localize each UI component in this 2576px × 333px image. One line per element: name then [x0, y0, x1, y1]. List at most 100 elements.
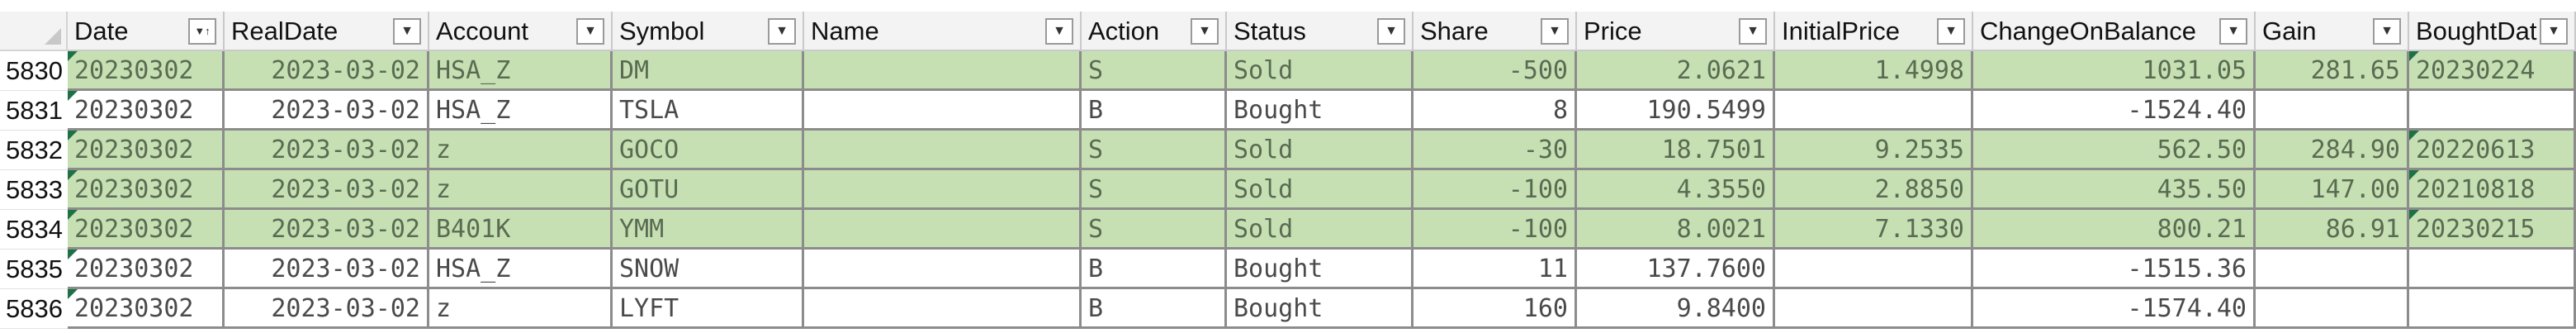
cell-action[interactable]: B: [1082, 289, 1227, 329]
select-all-corner[interactable]: [0, 12, 68, 51]
cell-price[interactable]: 9.8400: [1577, 289, 1775, 329]
filter-dropdown-icon[interactable]: ▼: [1191, 18, 1219, 45]
filter-dropdown-icon[interactable]: ▼: [1377, 18, 1405, 45]
cell-date[interactable]: 20230302: [68, 250, 225, 289]
cell-action[interactable]: S: [1082, 210, 1227, 250]
filter-dropdown-icon[interactable]: ▼: [768, 18, 796, 45]
cell-changeonbalance[interactable]: 435.50: [1973, 170, 2256, 210]
cell-date[interactable]: 20230302: [68, 210, 225, 250]
column-header-boughtdat[interactable]: BoughtDat ▼: [2409, 12, 2576, 51]
cell-initialprice[interactable]: 1.4998: [1775, 51, 1973, 91]
filter-dropdown-icon[interactable]: ▼: [393, 18, 421, 45]
cell-status[interactable]: Bought: [1227, 250, 1413, 289]
cell-initialprice[interactable]: [1775, 91, 1973, 131]
cell-symbol[interactable]: GOTU: [613, 170, 804, 210]
cell-date[interactable]: 20230302: [68, 91, 225, 131]
cell-boughtdat[interactable]: 20210818: [2409, 170, 2576, 210]
cell-name[interactable]: [804, 289, 1082, 329]
row-number[interactable]: 5831: [0, 91, 68, 131]
cell-gain[interactable]: [2256, 91, 2409, 131]
filter-dropdown-icon[interactable]: ▼: [1045, 18, 1073, 45]
cell-account[interactable]: z: [429, 289, 613, 329]
cell-status[interactable]: Bought: [1227, 91, 1413, 131]
cell-price[interactable]: 18.7501: [1577, 131, 1775, 170]
cell-account[interactable]: HSA_Z: [429, 250, 613, 289]
cell-changeonbalance[interactable]: 800.21: [1973, 210, 2256, 250]
cell-changeonbalance[interactable]: 562.50: [1973, 131, 2256, 170]
cell-realdate[interactable]: 2023-03-02: [225, 91, 429, 131]
cell-price[interactable]: 8.0021: [1577, 210, 1775, 250]
row-number[interactable]: 5833: [0, 170, 68, 210]
row-number[interactable]: 5834: [0, 210, 68, 250]
cell-changeonbalance[interactable]: -1574.40: [1973, 289, 2256, 329]
cell-changeonbalance[interactable]: -1524.40: [1973, 91, 2256, 131]
cell-initialprice[interactable]: 7.1330: [1775, 210, 1973, 250]
row-number[interactable]: 5836: [0, 289, 68, 329]
cell-status[interactable]: Sold: [1227, 170, 1413, 210]
cell-account[interactable]: HSA_Z: [429, 91, 613, 131]
cell-name[interactable]: [804, 91, 1082, 131]
filter-dropdown-icon[interactable]: ▼: [2219, 18, 2247, 45]
cell-date[interactable]: 20230302: [68, 51, 225, 91]
cell-share[interactable]: -100: [1413, 170, 1577, 210]
cell-symbol[interactable]: GOCO: [613, 131, 804, 170]
cell-share[interactable]: -500: [1413, 51, 1577, 91]
cell-changeonbalance[interactable]: 1031.05: [1973, 51, 2256, 91]
column-header-share[interactable]: Share ▼: [1413, 12, 1577, 51]
cell-name[interactable]: [804, 131, 1082, 170]
column-header-account[interactable]: Account ▼: [429, 12, 613, 51]
filter-dropdown-icon[interactable]: ▼: [576, 18, 604, 45]
filter-dropdown-icon[interactable]: ▼: [2373, 18, 2401, 45]
cell-price[interactable]: 2.0621: [1577, 51, 1775, 91]
cell-action[interactable]: S: [1082, 51, 1227, 91]
cell-boughtdat[interactable]: [2409, 250, 2576, 289]
column-header-realdate[interactable]: RealDate ▼: [225, 12, 429, 51]
sort-asc-filter-icon[interactable]: ▼↑: [188, 18, 216, 45]
column-header-date[interactable]: Date ▼↑: [68, 12, 225, 51]
cell-symbol[interactable]: DM: [613, 51, 804, 91]
cell-initialprice[interactable]: 9.2535: [1775, 131, 1973, 170]
cell-symbol[interactable]: SNOW: [613, 250, 804, 289]
cell-account[interactable]: z: [429, 170, 613, 210]
cell-initialprice[interactable]: 2.8850: [1775, 170, 1973, 210]
cell-boughtdat[interactable]: 20230224: [2409, 51, 2576, 91]
column-header-gain[interactable]: Gain ▼: [2256, 12, 2409, 51]
cell-gain[interactable]: [2256, 250, 2409, 289]
cell-price[interactable]: 4.3550: [1577, 170, 1775, 210]
column-header-symbol[interactable]: Symbol ▼: [613, 12, 804, 51]
cell-symbol[interactable]: TSLA: [613, 91, 804, 131]
cell-date[interactable]: 20230302: [68, 170, 225, 210]
cell-account[interactable]: HSA_Z: [429, 51, 613, 91]
cell-status[interactable]: Sold: [1227, 210, 1413, 250]
filter-dropdown-icon[interactable]: ▼: [2540, 18, 2568, 45]
column-header-status[interactable]: Status ▼: [1227, 12, 1413, 51]
cell-date[interactable]: 20230302: [68, 131, 225, 170]
filter-dropdown-icon[interactable]: ▼: [1739, 18, 1767, 45]
cell-gain[interactable]: 147.00: [2256, 170, 2409, 210]
cell-name[interactable]: [804, 51, 1082, 91]
cell-realdate[interactable]: 2023-03-02: [225, 210, 429, 250]
cell-symbol[interactable]: LYFT: [613, 289, 804, 329]
cell-share[interactable]: -100: [1413, 210, 1577, 250]
cell-share[interactable]: 160: [1413, 289, 1577, 329]
cell-boughtdat[interactable]: 20230215: [2409, 210, 2576, 250]
cell-realdate[interactable]: 2023-03-02: [225, 131, 429, 170]
cell-gain[interactable]: 281.65: [2256, 51, 2409, 91]
cell-date[interactable]: 20230302: [68, 289, 225, 329]
cell-price[interactable]: 137.7600: [1577, 250, 1775, 289]
column-header-price[interactable]: Price ▼: [1577, 12, 1775, 51]
cell-action[interactable]: S: [1082, 131, 1227, 170]
cell-gain[interactable]: [2256, 289, 2409, 329]
cell-gain[interactable]: 284.90: [2256, 131, 2409, 170]
cell-status[interactable]: Sold: [1227, 51, 1413, 91]
cell-changeonbalance[interactable]: -1515.36: [1973, 250, 2256, 289]
column-header-changeonbalance[interactable]: ChangeOnBalance ▼: [1973, 12, 2256, 51]
cell-action[interactable]: B: [1082, 91, 1227, 131]
cell-price[interactable]: 190.5499: [1577, 91, 1775, 131]
cell-action[interactable]: S: [1082, 170, 1227, 210]
cell-boughtdat[interactable]: [2409, 289, 2576, 329]
cell-realdate[interactable]: 2023-03-02: [225, 289, 429, 329]
filter-dropdown-icon[interactable]: ▼: [1541, 18, 1569, 45]
cell-status[interactable]: Sold: [1227, 131, 1413, 170]
cell-status[interactable]: Bought: [1227, 289, 1413, 329]
